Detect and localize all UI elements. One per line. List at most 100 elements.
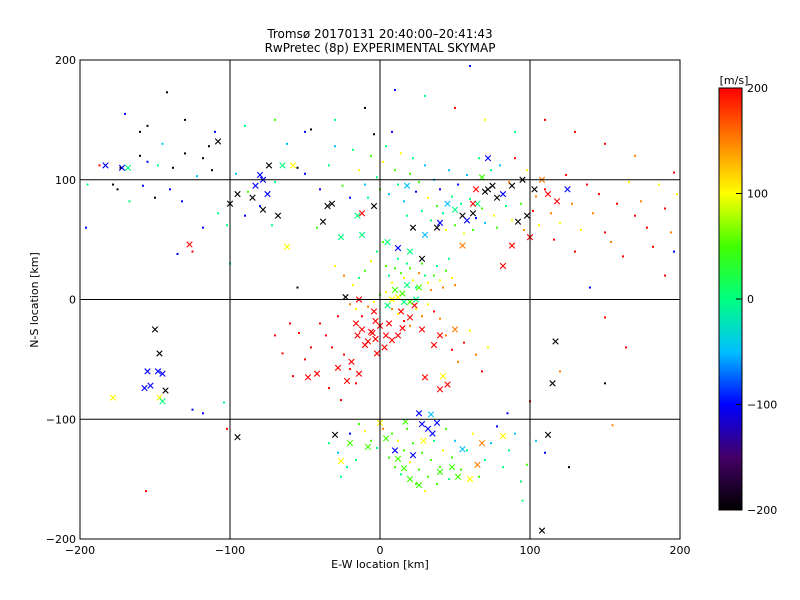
data-point-dot [490,169,492,172]
data-point-dot [373,133,375,136]
y-tick-label: 200 [55,54,76,67]
data-point-dot [658,183,660,186]
data-point-dot [466,449,468,452]
data-point-dot [146,124,149,127]
data-point-dot [421,209,423,212]
data-point-dot [340,399,342,402]
data-point-dot [451,195,453,198]
data-point-dot [391,432,393,435]
data-point-dot [85,226,87,229]
data-point-x [420,437,427,444]
data-point-dot [169,188,171,191]
data-point-dot [544,451,546,454]
data-point-dot [439,317,441,320]
data-point-dot [433,274,435,277]
data-point-dot [334,118,336,121]
data-point-x [109,394,117,401]
data-point-x [234,434,241,441]
data-point-dot [226,224,228,227]
data-point-dot [355,458,357,461]
data-point-dot [296,286,299,289]
data-point-dot [296,166,299,169]
plot-frame [79,59,681,540]
data-point-dot [664,274,666,277]
data-point-dot [454,284,456,287]
data-point-dot [202,226,204,229]
data-point-dot [146,160,149,163]
data-point-dot [352,148,354,151]
data-point-dot [424,274,426,277]
data-point-dot [460,468,462,471]
data-point-dot [403,449,405,452]
data-point-dot [349,432,351,435]
data-point-dot [565,173,567,176]
data-point-dot [496,425,498,428]
data-point-dot [433,310,435,313]
data-point-dot [466,173,468,176]
data-point-dot [484,458,486,461]
x-tick-label: 200 [670,544,691,557]
data-point-dot [427,303,429,306]
data-point-dot [604,382,606,385]
data-point-x [355,370,363,377]
data-point-dot [281,352,284,355]
data-point-dot [571,202,573,205]
data-point-dot [514,157,516,160]
data-point-dot [388,456,390,459]
data-point-x [472,186,480,193]
data-point-dot [409,172,411,175]
data-point-dot [385,291,387,294]
data-point-dot [514,130,516,133]
data-point-x [367,328,375,336]
data-point-dot [412,442,414,445]
data-point-x [403,182,411,189]
data-point-x [433,419,441,427]
data-point-dot [370,439,372,442]
data-point-dot [358,276,360,279]
data-point-dot [355,308,357,311]
data-point-dot [553,238,555,241]
data-point-x [466,475,474,483]
data-point-dot [430,458,432,461]
data-point-dot [367,305,369,308]
data-point-x [313,370,321,377]
data-point-x [102,162,109,169]
data-point-dot [191,408,194,411]
data-point-x [508,182,516,189]
data-point-dot [664,207,666,210]
data-point-x [264,190,271,198]
data-point-dot [634,154,636,157]
data-point-x [421,231,429,239]
data-point-dot [139,130,141,133]
data-point-x [118,164,126,171]
data-point-dot [481,370,483,373]
data-point-x [324,202,331,210]
data-point-dot [550,212,552,215]
data-point-dot [415,482,417,485]
data-point-x [538,527,546,534]
data-point-dot [454,439,456,442]
y-axis-label: N-S location [km] [28,252,41,348]
data-point-dot [403,200,405,203]
data-point-dot [418,468,420,471]
data-point-dot [274,334,276,337]
data-point-dot [244,214,246,217]
data-point-x [448,463,456,471]
data-point-x [469,200,477,207]
data-point-x [409,451,417,459]
data-point-dot [208,145,210,148]
data-point-x [531,186,538,193]
x-tick-label: 0 [377,544,384,557]
data-point-dot [400,272,402,275]
data-point-dot [442,286,444,289]
data-point-dot [364,106,366,109]
data-point-x [484,155,492,162]
colorbar-tick-label: 100 [747,188,768,201]
data-point-dot [445,427,447,430]
data-point-dot [382,241,384,244]
data-point-x [388,337,396,344]
data-point-dot [436,205,438,208]
data-point-dot [391,308,393,311]
data-point-dot [298,332,300,335]
data-point-x [444,200,451,207]
